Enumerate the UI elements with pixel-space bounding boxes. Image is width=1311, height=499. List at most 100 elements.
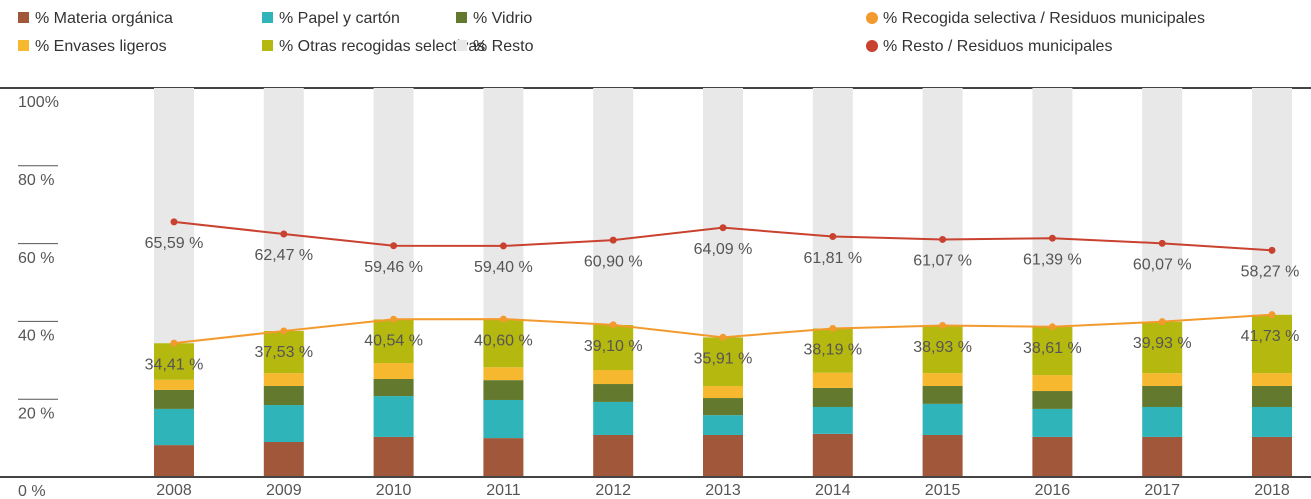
bar-segment <box>483 319 524 368</box>
data-label: 41,73 % <box>1241 328 1300 345</box>
data-label: 59,40 % <box>474 259 533 276</box>
legend-label: % Vidrio <box>473 10 532 27</box>
bar-segment <box>263 441 304 477</box>
line-point <box>939 322 947 330</box>
bar-segment <box>373 436 414 477</box>
y-tick-label: 80 % <box>18 172 54 189</box>
bar-segment <box>483 367 524 381</box>
bar-segment <box>373 378 414 397</box>
x-tick-label: 2013 <box>705 482 741 499</box>
bar-segment <box>812 433 853 477</box>
y-tick-label: 0 % <box>18 483 46 499</box>
legend-label: % Recogida selectiva / Residuos municipa… <box>883 10 1205 27</box>
bar-segment <box>373 363 414 379</box>
bar-segment <box>812 88 853 329</box>
bar-segment <box>922 373 963 386</box>
data-label: 60,90 % <box>584 253 643 270</box>
bar-segment <box>922 403 963 435</box>
bar-segment <box>154 389 194 409</box>
bar-segment <box>703 398 743 416</box>
legend-label: % Envases ligeros <box>35 38 167 55</box>
line-point <box>390 242 398 250</box>
bar-segment <box>263 385 304 406</box>
bar-segment <box>483 438 524 477</box>
line-point <box>719 224 727 232</box>
bar-segment <box>1142 321 1183 374</box>
legend-swatch <box>262 12 273 23</box>
line-point <box>1268 311 1276 319</box>
line-point <box>1158 318 1166 326</box>
bar-segment <box>703 337 743 386</box>
legend-swatch <box>866 12 878 24</box>
bar-segment <box>1142 88 1183 322</box>
legend-label: % Resto <box>473 38 534 55</box>
bar-segment <box>263 88 304 332</box>
line-point <box>1158 239 1166 247</box>
legend-label: % Otras recogidas selectivas <box>279 38 485 55</box>
bar-segment <box>1252 373 1292 386</box>
bar-segment <box>483 380 524 400</box>
bar-segment <box>263 331 304 374</box>
line-point <box>390 315 398 323</box>
bar-segment <box>1032 326 1073 376</box>
x-tick-label: 2015 <box>925 482 961 499</box>
data-label: 61,39 % <box>1023 251 1082 268</box>
x-tick-label: 2018 <box>1254 482 1290 499</box>
bar-segment <box>703 88 743 338</box>
legend-label: % Papel y cartón <box>279 10 400 27</box>
data-label: 59,46 % <box>364 259 423 276</box>
bar-segment <box>1032 436 1073 477</box>
x-tick-label: 2010 <box>376 482 412 499</box>
data-label: 38,61 % <box>1023 340 1082 357</box>
line-point <box>280 327 288 335</box>
legend-swatch <box>866 40 878 52</box>
x-tick-label: 2008 <box>156 482 192 499</box>
line-point <box>939 235 947 243</box>
bar-segment <box>922 434 963 477</box>
data-label: 39,10 % <box>584 338 643 355</box>
bar-segment <box>922 88 963 326</box>
bar-segment <box>593 324 634 371</box>
bar-segment <box>373 396 414 437</box>
legend-swatch <box>262 40 273 51</box>
data-label: 58,27 % <box>1241 264 1300 281</box>
bar-segment <box>1252 314 1292 374</box>
legend-label: % Materia orgánica <box>35 10 173 27</box>
data-label: 39,93 % <box>1133 335 1192 352</box>
bar-segment <box>483 399 524 439</box>
bar-segment <box>1142 385 1183 407</box>
bar-segment <box>1252 436 1292 477</box>
line-point <box>609 321 617 329</box>
legend-swatch <box>456 12 467 23</box>
bar-segment <box>593 401 634 435</box>
data-label: 61,07 % <box>913 253 972 270</box>
bar-segment <box>263 405 304 442</box>
line-point <box>499 242 507 250</box>
line-point <box>499 315 507 323</box>
bar-segment <box>154 379 194 390</box>
bar-segment <box>154 343 194 380</box>
bar-segment <box>1142 436 1183 477</box>
data-label: 65,59 % <box>145 235 204 252</box>
bar-segment <box>1252 88 1292 315</box>
data-label: 64,09 % <box>694 241 753 258</box>
bar-segment <box>703 415 743 435</box>
x-tick-label: 2011 <box>486 482 521 499</box>
bar-segment <box>1142 373 1183 386</box>
data-label: 34,41 % <box>145 356 204 373</box>
line-point <box>280 230 288 238</box>
bar-segment <box>1252 406 1292 437</box>
data-label: 38,19 % <box>803 342 862 359</box>
bar-segment <box>703 434 743 477</box>
bar-segment <box>154 408 194 446</box>
bar-segment <box>263 373 304 386</box>
bar-segment <box>1032 375 1073 392</box>
bar-segment <box>154 88 194 344</box>
bar-segment <box>1142 406 1183 437</box>
data-label: 62,47 % <box>254 247 313 264</box>
bar-segment <box>593 434 634 477</box>
bar-segment <box>812 328 853 373</box>
y-tick-label: 60 % <box>18 250 54 267</box>
bar-segment <box>812 387 853 407</box>
